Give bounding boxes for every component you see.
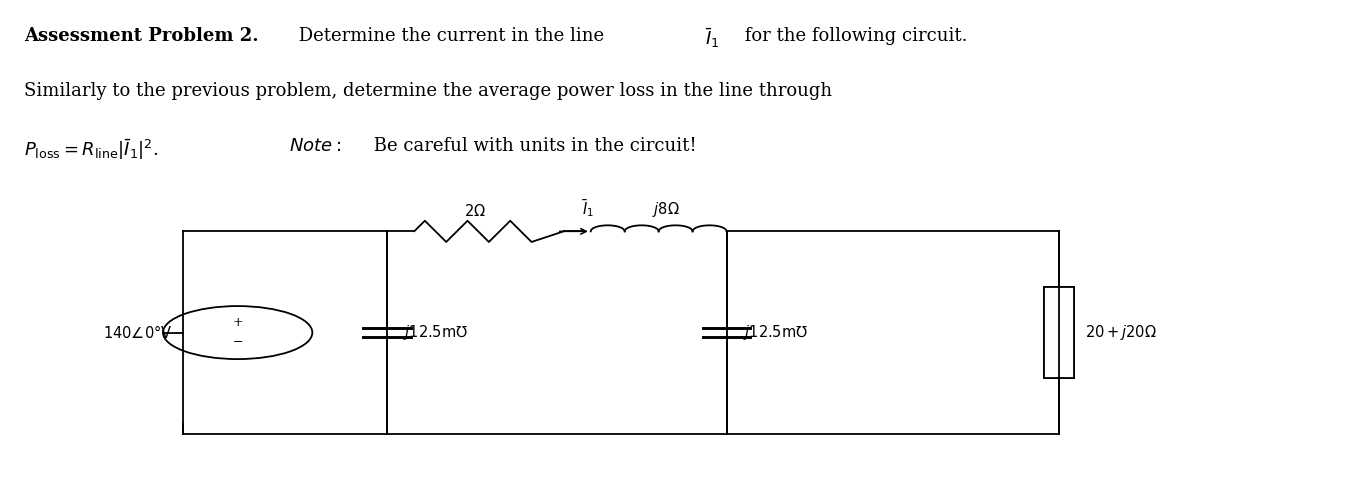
Text: $\bar{I}_1$: $\bar{I}_1$ — [705, 27, 720, 50]
Text: Determine the current in the line: Determine the current in the line — [293, 27, 610, 44]
Text: $140\angle 0°\mathrm{V}$: $140\angle 0°\mathrm{V}$ — [103, 324, 172, 341]
Text: $j8\Omega$: $j8\Omega$ — [652, 201, 679, 219]
Text: Assessment Problem 2.: Assessment Problem 2. — [24, 27, 259, 44]
Text: $2\Omega$: $2\Omega$ — [464, 203, 486, 219]
Text: Be careful with units in the circuit!: Be careful with units in the circuit! — [368, 137, 697, 155]
Text: $j12.5\mathrm{m}\mho$: $j12.5\mathrm{m}\mho$ — [743, 323, 808, 342]
Text: +: + — [232, 316, 243, 329]
Bar — [1044, 287, 1074, 378]
Text: Similarly to the previous problem, determine the average power loss in the line : Similarly to the previous problem, deter… — [24, 82, 832, 100]
Text: for the following circuit.: for the following circuit. — [739, 27, 967, 44]
Text: $20 + j20\Omega$: $20 + j20\Omega$ — [1085, 323, 1157, 342]
Text: $\bar{I}_1$: $\bar{I}_1$ — [583, 198, 593, 219]
Text: −: − — [232, 336, 243, 349]
Bar — [1044, 287, 1074, 378]
Text: $\mathit{Note:}$: $\mathit{Note:}$ — [289, 137, 341, 155]
Text: $j12.5\mathrm{m}\mho$: $j12.5\mathrm{m}\mho$ — [403, 323, 469, 342]
Text: $P_{\mathrm{loss}} = R_{\mathrm{line}}|\bar{I}_1|^2$.: $P_{\mathrm{loss}} = R_{\mathrm{line}}|\… — [24, 137, 159, 162]
